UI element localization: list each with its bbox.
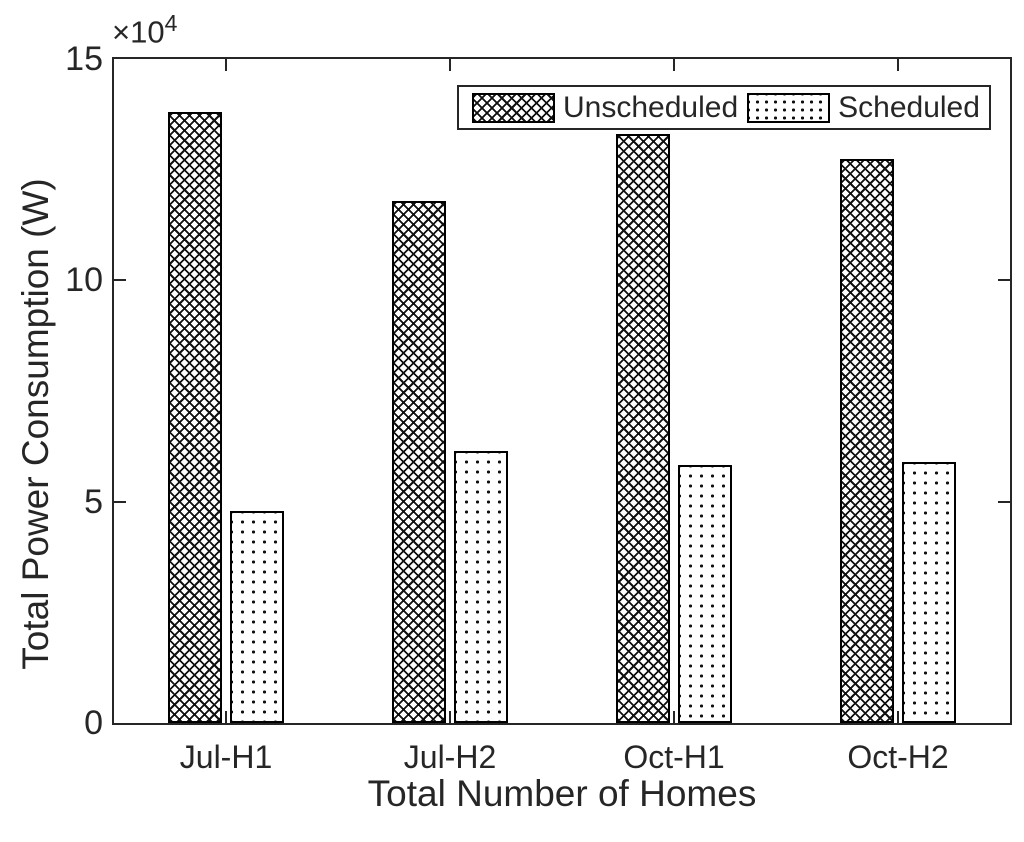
x-axis-label: Total Number of Homes — [367, 773, 757, 814]
y-tick-right — [998, 500, 1010, 503]
legend-label-scheduled: Scheduled — [838, 90, 980, 124]
y-tick-label-5: 5 — [84, 482, 103, 521]
x-tick-top — [897, 59, 899, 71]
y-axis-multiplier: ×104 — [112, 10, 177, 50]
legend-swatch-scheduled — [747, 92, 831, 123]
bar-scheduled-oct-h2 — [902, 461, 956, 723]
x-tick-bottom — [897, 711, 899, 723]
y-axis-multiplier-base: ×10 — [112, 14, 165, 50]
x-tick-bottom — [225, 711, 227, 723]
legend: Unscheduled Scheduled — [457, 85, 991, 130]
y-tick-left — [114, 279, 126, 282]
x-tick-label-jul-h2: Jul-H2 — [403, 739, 497, 775]
x-tick-top — [673, 59, 675, 71]
bar-unscheduled-oct-h2 — [840, 158, 894, 723]
x-tick-bottom — [673, 711, 675, 723]
y-tick-label-10: 10 — [65, 261, 103, 300]
bar-unscheduled-oct-h1 — [616, 134, 670, 723]
y-tick-left — [114, 500, 126, 503]
x-tick-bottom — [449, 711, 451, 723]
bar-scheduled-jul-h1 — [230, 511, 284, 723]
legend-label-unscheduled: Unscheduled — [563, 90, 739, 124]
x-tick-top — [449, 59, 451, 71]
y-axis-label: Total Power Consumption (W) — [15, 178, 56, 670]
bar-unscheduled-jul-h1 — [168, 112, 222, 723]
x-tick-label-jul-h1: Jul-H1 — [179, 739, 273, 775]
y-tick-label-0: 0 — [84, 704, 103, 742]
bar-scheduled-jul-h2 — [454, 450, 508, 723]
x-tick-label-oct-h1: Oct-H1 — [623, 739, 725, 775]
plot-area — [112, 57, 1012, 725]
legend-swatch-unscheduled — [472, 92, 555, 123]
y-axis-multiplier-exponent: 4 — [164, 10, 178, 36]
bar-scheduled-oct-h1 — [678, 465, 732, 723]
y-tick-right — [998, 279, 1010, 282]
x-tick-top — [225, 59, 227, 71]
x-tick-label-oct-h2: Oct-H2 — [847, 739, 949, 775]
y-tick-label-15: 15 — [65, 40, 103, 78]
bar-unscheduled-jul-h2 — [392, 200, 446, 723]
